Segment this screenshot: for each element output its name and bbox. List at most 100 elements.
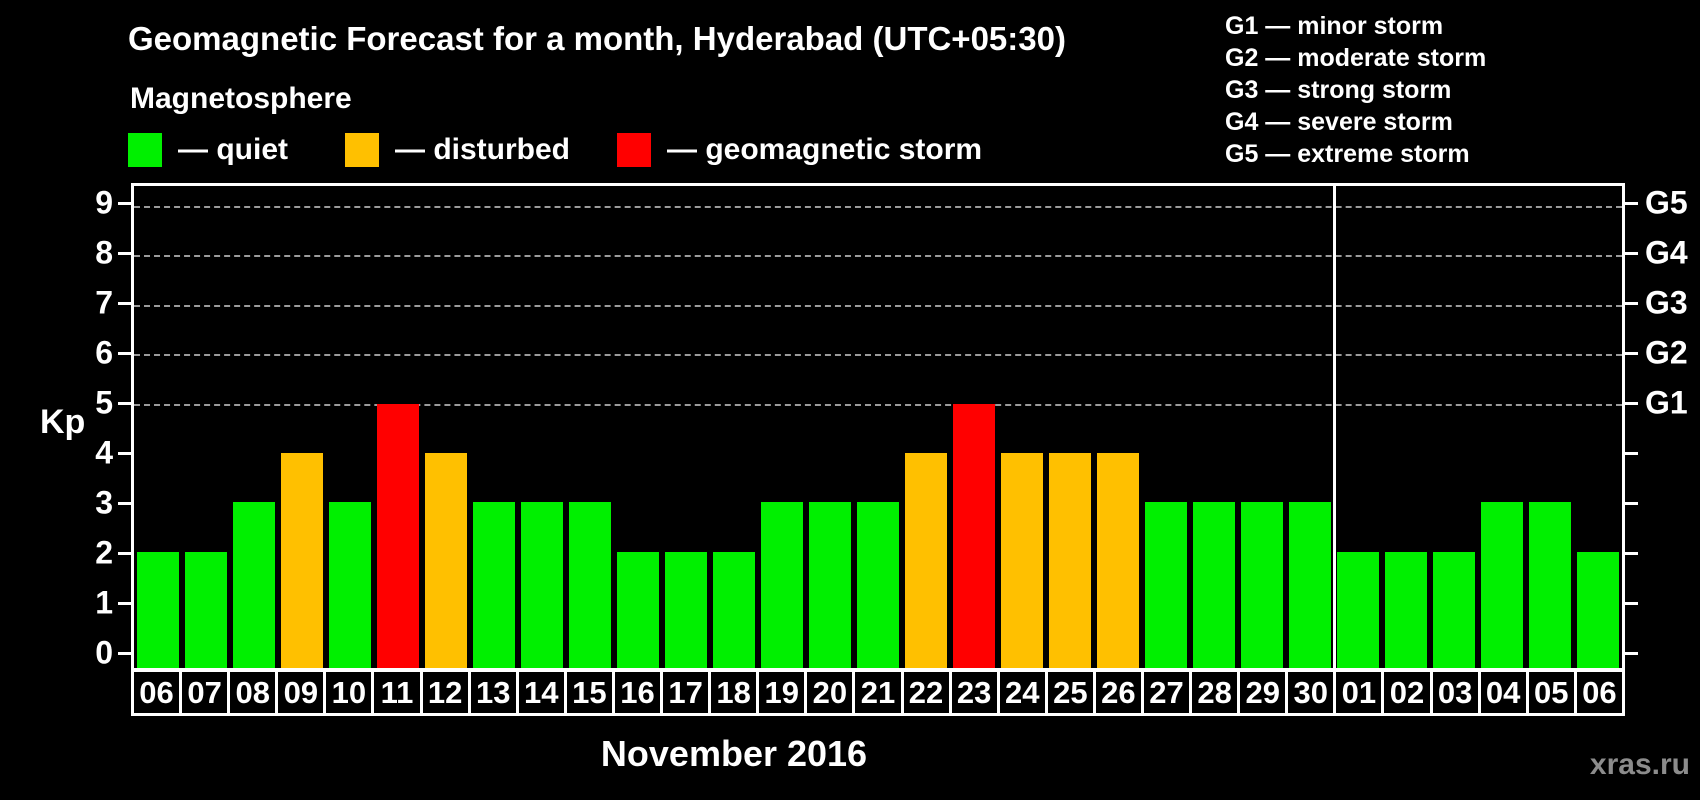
legend-label-storm: — geomagnetic storm [667,133,983,166]
y-tick-right-8 [1625,252,1638,256]
day-label-nov-16: 16 [611,669,664,716]
kp-bar-nov-28 [1193,502,1235,668]
kp-bar-nov-29 [1241,502,1283,668]
plot-area [131,183,1625,671]
kp-bar-nov-20 [809,502,851,668]
site-watermark[interactable]: xras.ru [1589,748,1690,781]
day-label-nov-22: 22 [900,669,952,716]
y-tick-left-3 [118,502,131,506]
y-tick-label-0: 0 [95,634,113,671]
day-label-nov-12: 12 [419,669,471,716]
y-tick-right-9 [1625,202,1638,206]
gridline-kp-9 [134,205,1622,208]
storm-scale-item-g1: G1 — minor storm [1225,12,1444,40]
gridline-kp-6 [134,354,1622,357]
gridline-kp-7 [134,304,1622,307]
x-axis-title: November 2016 [600,733,868,774]
y-tick-right-7 [1625,302,1638,306]
g-level-label-G5: G5 [1645,184,1688,221]
magnetosphere-label: Magnetosphere [130,82,352,115]
y-tick-right-1 [1625,602,1638,606]
kp-bar-nov-30 [1289,502,1331,668]
g-level-label-G1: G1 [1645,384,1688,421]
day-label-dec-04: 04 [1477,669,1529,716]
g-level-label-G2: G2 [1645,334,1688,371]
day-label-nov-27: 27 [1140,669,1193,716]
day-label-nov-25: 25 [1044,669,1096,716]
day-label-nov-09: 09 [275,669,327,716]
legend-swatch-disturbed [345,133,379,167]
kp-bar-nov-09 [281,452,323,668]
gridline-kp-8 [134,255,1622,258]
y-tick-left-5 [118,402,131,406]
y-tick-label-8: 8 [95,234,113,271]
y-tick-right-6 [1625,352,1638,356]
day-label-dec-02: 02 [1381,669,1433,716]
kp-bar-nov-12 [425,452,467,668]
day-label-nov-07: 07 [179,669,231,716]
legend-item-quiet: — quiet [128,131,288,169]
y-tick-label-3: 3 [95,484,113,521]
y-tick-left-0 [118,652,131,656]
kp-bar-dec-01 [1337,551,1379,668]
kp-bar-nov-22 [905,452,947,668]
legend-item-storm: — geomagnetic storm [617,131,982,169]
month-separator [1333,186,1336,668]
kp-bar-nov-24 [1001,452,1043,668]
kp-bar-nov-06 [137,551,179,668]
y-tick-right-4 [1625,452,1638,456]
y-tick-right-5 [1625,402,1638,406]
day-label-nov-26: 26 [1092,669,1144,716]
kp-bar-dec-06 [1577,551,1619,668]
kp-bar-nov-21 [857,502,899,668]
day-label-nov-20: 20 [804,669,856,716]
legend-swatch-storm [617,133,651,167]
y-tick-label-9: 9 [95,184,113,221]
day-label-dec-03: 03 [1429,669,1481,716]
legend-label-quiet: — quiet [178,133,288,166]
y-axis-left: 0 1 2 3 4 5 6 7 8 9 [0,183,131,671]
kp-bar-nov-07 [185,551,227,668]
day-label-nov-15: 15 [563,669,615,716]
storm-scale-item-g3: G3 — strong storm [1225,76,1452,104]
legend-swatch-quiet [128,133,162,167]
kp-bar-nov-25 [1049,452,1091,668]
day-label-nov-30: 30 [1285,669,1337,716]
day-label-nov-17: 17 [660,669,712,716]
y-tick-left-7 [118,302,131,306]
day-label-nov-10: 10 [323,669,375,716]
page-title: Geomagnetic Forecast for a month, Hydera… [128,20,1066,57]
day-label-nov-21: 21 [852,669,904,716]
kp-bar-dec-03 [1433,551,1475,668]
day-label-nov-13: 13 [467,669,519,716]
storm-scale-legend: G1 — minor storm G2 — moderate storm G3 — … [1225,10,1486,170]
storm-scale-item-g5: G5 — extreme storm [1225,140,1470,168]
y-tick-label-6: 6 [95,334,113,371]
y-tick-left-2 [118,552,131,556]
g-level-label-G4: G4 [1645,234,1688,271]
kp-bar-nov-18 [713,551,755,668]
y-tick-label-1: 1 [95,584,113,621]
kp-bar-dec-02 [1385,551,1427,668]
kp-bar-nov-19 [761,502,803,668]
y-tick-left-6 [118,352,131,356]
y-tick-right-3 [1625,502,1638,506]
x-axis-day-labels: 06 07 08 09 10 11 12 13 14 15 16 17 18 19 20 21 22 23 24 25… [131,669,1625,716]
kp-bar-nov-11 [377,403,419,668]
kp-bar-nov-14 [521,502,563,668]
y-tick-left-9 [118,202,131,206]
day-label-dec-01: 01 [1333,669,1385,716]
y-axis-title: Kp [40,403,86,441]
kp-bar-dec-04 [1481,502,1523,668]
legend-label-disturbed: — disturbed [395,133,571,166]
day-label-nov-28: 28 [1189,669,1241,716]
legend-item-disturbed: — disturbed [345,131,570,169]
day-label-dec-06: 06 [1573,669,1625,716]
y-tick-label-2: 2 [95,534,113,571]
day-label-nov-06: 06 [131,669,183,716]
kp-bar-nov-10 [329,502,371,668]
kp-bar-nov-16 [617,551,659,668]
day-label-nov-14: 14 [515,669,567,716]
kp-bar-nov-27 [1145,502,1187,668]
